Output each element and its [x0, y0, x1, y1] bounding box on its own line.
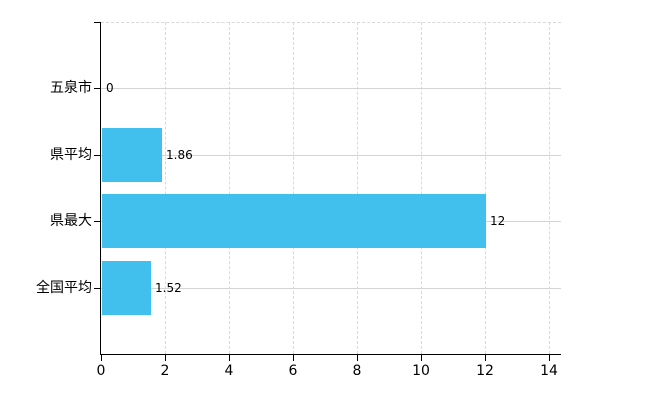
x-tick-label: 10: [412, 363, 430, 379]
x-tick-label: 12: [476, 363, 494, 379]
category-label: 五泉市: [50, 80, 92, 96]
bar: [102, 194, 486, 248]
category-label: 県最大: [50, 213, 92, 229]
x-tick-label: 14: [540, 363, 558, 379]
gridline-horizontal: [101, 155, 561, 156]
x-axis-tick: [549, 355, 550, 361]
x-tick-label: 4: [224, 363, 234, 379]
x-tick-label: 8: [352, 363, 362, 379]
y-axis-tick: [94, 155, 101, 156]
x-axis-tick: [165, 355, 166, 361]
y-axis-tick: [94, 88, 101, 89]
gridline-vertical: [485, 22, 486, 354]
gridline-horizontal: [101, 88, 561, 89]
bar: [102, 261, 151, 315]
gridline-vertical: [229, 22, 230, 354]
category-label: 全国平均: [36, 280, 92, 296]
x-axis-tick: [293, 355, 294, 361]
y-axis-tick: [94, 288, 101, 289]
bar-value-label: 1.86: [166, 148, 193, 162]
bar-value-label: 1.52: [155, 281, 182, 295]
x-axis-tick: [485, 355, 486, 361]
x-tick-label: 6: [288, 363, 298, 379]
x-axis-tick: [229, 355, 230, 361]
bar: [102, 128, 162, 182]
x-tick-label: 2: [160, 363, 170, 379]
x-axis-tick: [101, 355, 102, 361]
gridline-vertical: [165, 22, 166, 354]
plot-area: 0 1.86 12 1.52: [94, 22, 561, 361]
bar-value-label: 0: [106, 81, 114, 95]
bar-value-label: 12: [490, 214, 506, 228]
category-label: 県平均: [50, 147, 92, 163]
y-axis-tick: [94, 22, 101, 23]
gridline-vertical: [549, 22, 550, 354]
gridline-vertical: [421, 22, 422, 354]
y-axis-tick: [94, 221, 101, 222]
gridline-horizontal: [101, 288, 561, 289]
gridline-vertical: [293, 22, 294, 354]
gridline-top: [101, 22, 561, 23]
gridline-vertical: [357, 22, 358, 354]
x-axis-tick: [357, 355, 358, 361]
x-axis-tick: [421, 355, 422, 361]
x-tick-label: 0: [96, 363, 106, 379]
